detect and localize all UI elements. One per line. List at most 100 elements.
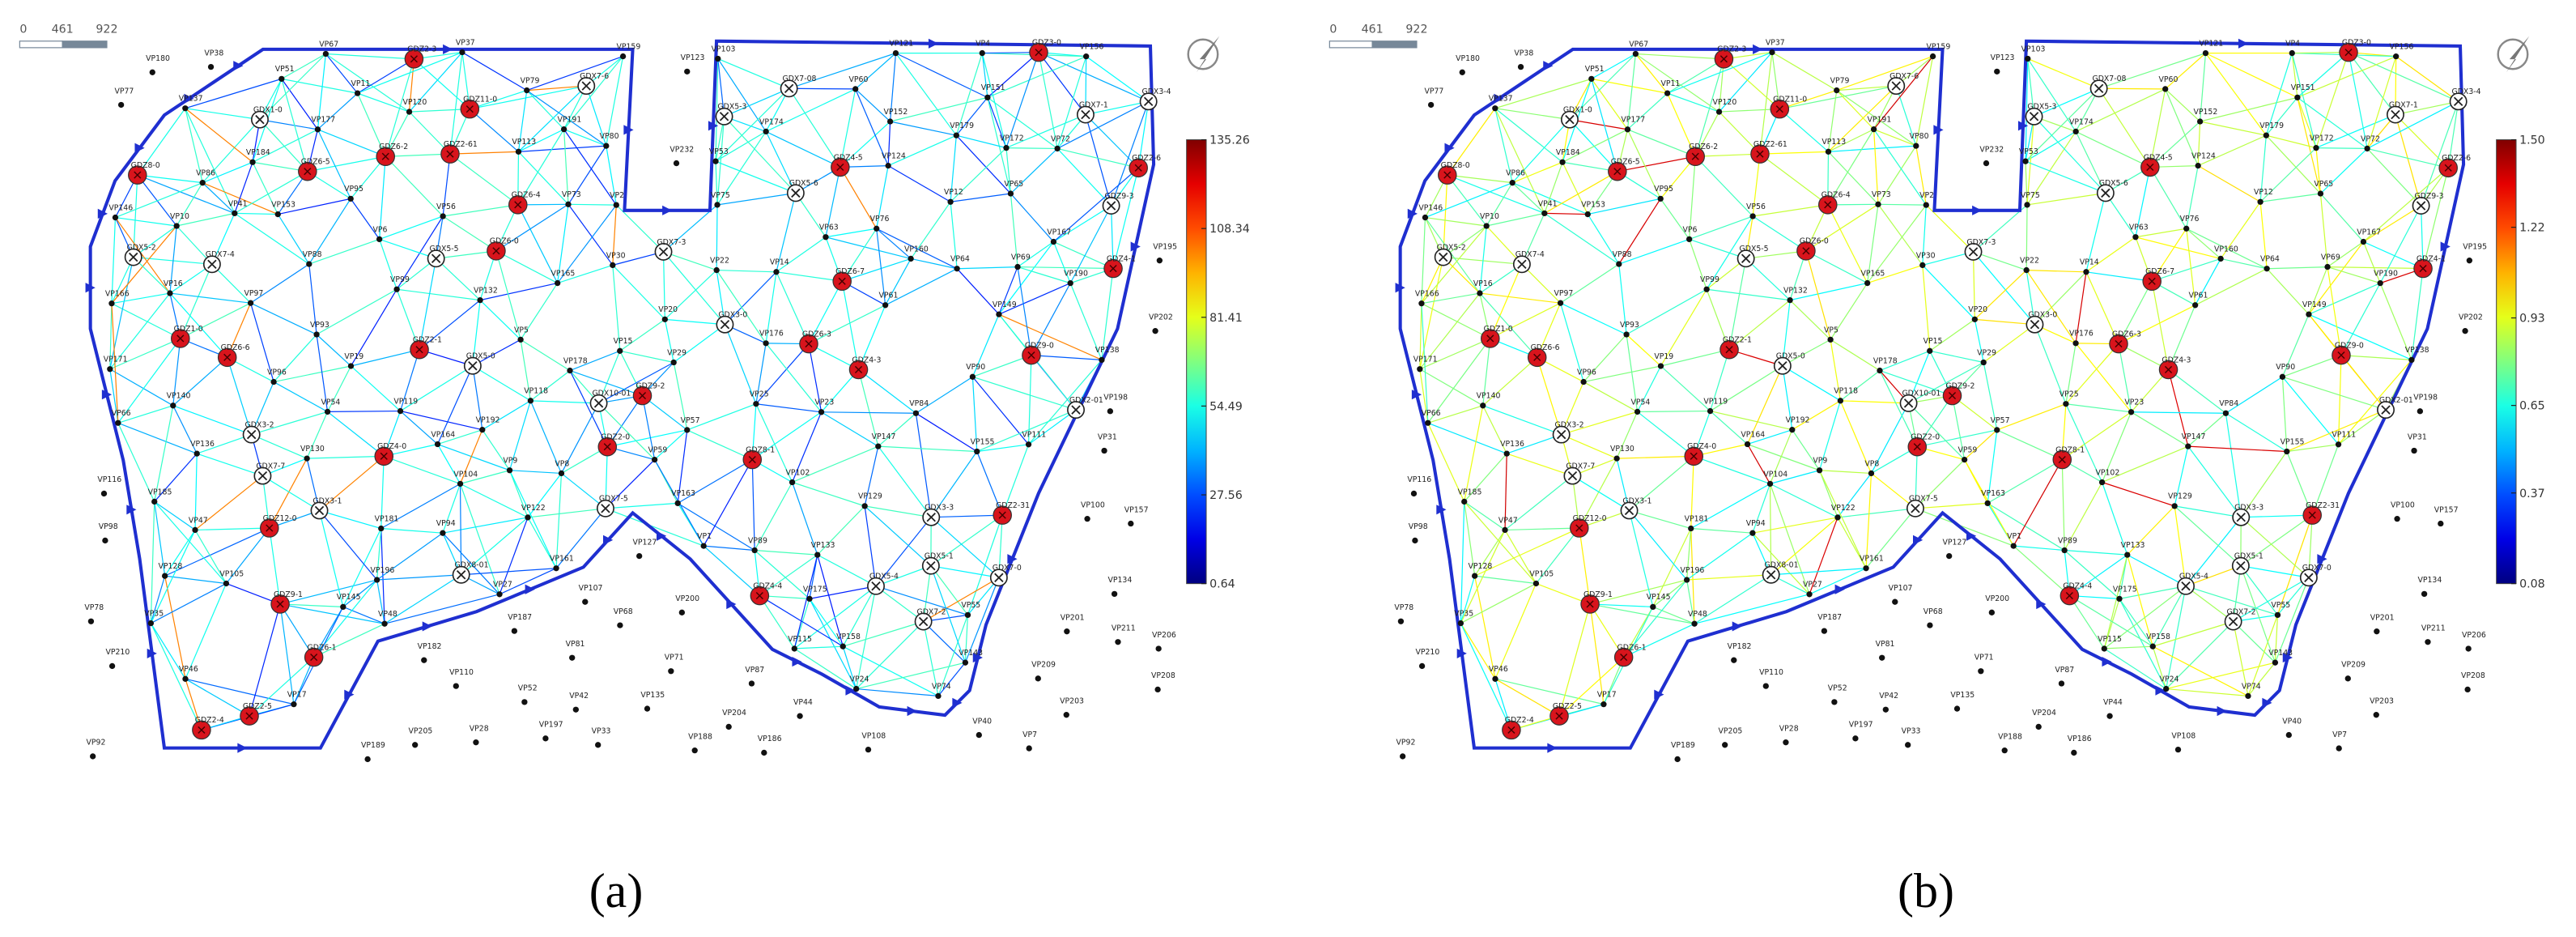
point-label: VP86 [196, 169, 215, 178]
outer-point [1027, 745, 1032, 751]
virtual-point [2245, 693, 2251, 699]
nodes: VP165GDX7-3VP111VP15VP163GDZ12-0VP9VP149… [84, 38, 1177, 762]
outer-point [1892, 599, 1898, 605]
point-label: VP134 [2417, 576, 2442, 585]
point-label: VP105 [1529, 569, 1554, 578]
point-label: VP190 [2374, 269, 2398, 278]
outer-point [412, 742, 418, 747]
point-label: GDZ4-0 [1687, 442, 1716, 451]
point-label: VP197 [1849, 721, 1873, 730]
virtual-point [325, 409, 330, 415]
virtual-point [1927, 348, 1932, 354]
mesh-edge [462, 53, 527, 91]
mesh-edge [2188, 446, 2241, 517]
virtual-point [2172, 503, 2178, 509]
boundary-marker [525, 585, 535, 594]
virtual-point [1691, 621, 1697, 627]
mesh-edge [1559, 604, 1590, 716]
outer-point [1400, 753, 1405, 759]
point-label: VP93 [310, 321, 329, 330]
virtual-point [278, 76, 284, 82]
outer-point [1905, 742, 1911, 747]
virtual-point [1962, 457, 1967, 462]
point-label: GDZ4-3 [852, 356, 881, 364]
point-label: GDX8-01 [1765, 561, 1799, 570]
mesh-edge [1545, 213, 1588, 214]
colorbar-tick-label: 0.37 [2519, 488, 2545, 500]
mesh-edge [377, 575, 461, 580]
point-label: VP127 [1943, 538, 1967, 547]
point-label: VP9 [1813, 457, 1827, 466]
point-label: VP99 [390, 275, 410, 284]
virtual-point [2313, 145, 2319, 151]
point-label: VP53 [709, 147, 729, 156]
mesh-edge [1748, 445, 1820, 471]
virtual-point [381, 621, 387, 627]
point-label: VP177 [311, 116, 335, 125]
virtual-point [620, 53, 626, 59]
virtual-point [2272, 660, 2278, 666]
virtual-point [2408, 357, 2414, 363]
mesh-edge [2013, 546, 2064, 550]
point-label: VP136 [190, 440, 215, 449]
mesh-edge [2128, 555, 2186, 586]
point-label: VP188 [688, 732, 712, 741]
point-label: VP189 [361, 741, 385, 750]
point-label: VP179 [2259, 121, 2284, 130]
mesh-edge [1660, 366, 1710, 411]
virtual-point [1600, 701, 1606, 707]
point-label: GDX7-4 [1515, 250, 1545, 259]
mesh-edge [1086, 57, 1149, 102]
point-label: VP38 [204, 49, 223, 57]
colorbar-tick-label: 108.34 [1209, 223, 1250, 236]
point-label: GDZ6-7 [835, 267, 865, 276]
outer-point [150, 70, 155, 75]
point-label: VP192 [1786, 416, 1810, 425]
colorbar-tick-label: 27.56 [1209, 489, 1243, 502]
point-label: GDZ6-7 [2145, 267, 2174, 276]
virtual-point [1838, 398, 1843, 403]
point-label: GDZ2-0 [601, 433, 630, 442]
virtual-point [886, 163, 891, 168]
point-label: VP68 [614, 607, 633, 616]
point-label: VP156 [2390, 43, 2414, 52]
point-label: VP48 [1688, 610, 1707, 619]
point-label: VP136 [1500, 440, 1524, 449]
virtual-point [1083, 53, 1089, 59]
point-label: VP157 [2434, 505, 2459, 514]
point-label: VP196 [1681, 566, 1705, 575]
outer-point [1518, 64, 1524, 70]
mesh-edge [2266, 135, 2316, 147]
mesh-edge [678, 503, 755, 550]
point-label: GDZ12-0 [1573, 514, 1607, 523]
point-label: VP74 [932, 682, 951, 691]
point-label: GDX5-1 [925, 552, 954, 561]
virtual-point [567, 368, 572, 373]
point-label: VP10 [1480, 212, 1499, 221]
point-label: VP42 [1879, 692, 1898, 701]
virtual-point [1827, 337, 1833, 343]
virtual-point [1877, 368, 1882, 373]
virtual-point [2294, 95, 2300, 100]
virtual-point [818, 409, 824, 415]
point-label: GDZ6-2 [379, 143, 408, 151]
outer-point [2071, 750, 2077, 756]
mesh-edge [1630, 510, 1691, 528]
point-label: GDX7-5 [599, 495, 628, 504]
mesh-edge [931, 566, 999, 578]
outer-point [726, 724, 732, 730]
scale-bar-label: 461 [52, 23, 74, 36]
point-label: VP138 [2405, 346, 2429, 355]
mesh-edge [251, 303, 317, 334]
virtual-point [1422, 215, 1428, 220]
point-label: VP174 [2069, 117, 2094, 126]
virtual-point [996, 311, 1001, 317]
mesh-edge [1687, 575, 1771, 580]
point-label: GDZ2-5 [243, 702, 272, 711]
scale-bar-box [19, 41, 62, 48]
virtual-point [614, 202, 619, 207]
virtual-point [553, 565, 559, 571]
mesh-edge [2327, 267, 2380, 283]
point-label: GDZ8-1 [2055, 445, 2085, 454]
point-label: VP19 [344, 352, 363, 361]
